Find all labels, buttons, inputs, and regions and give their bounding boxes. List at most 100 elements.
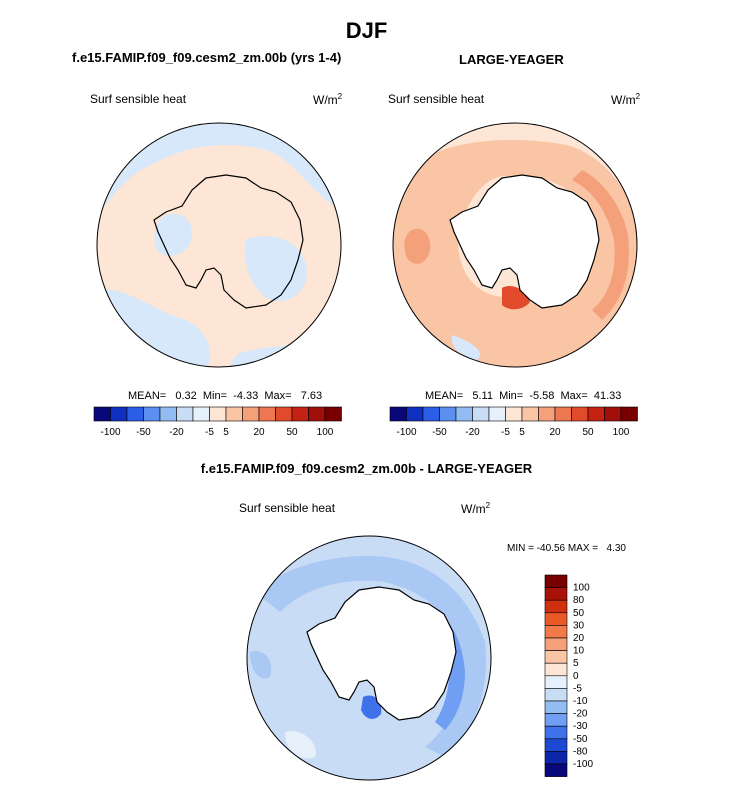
colorbar-swatch bbox=[571, 406, 589, 422]
colorbar-swatch bbox=[544, 751, 568, 765]
colorbar-tick-label: -5 bbox=[501, 427, 510, 438]
colorbar-swatch bbox=[554, 406, 572, 422]
panel-a-stats: MEAN= 0.32 Min= -4.33 Max= 7.63 bbox=[128, 390, 323, 402]
colorbar-swatch bbox=[110, 406, 128, 422]
colorbar-swatch bbox=[143, 406, 161, 422]
colorbar-swatch bbox=[521, 406, 539, 422]
panel-b-map-border bbox=[392, 122, 638, 368]
colorbar-swatch bbox=[291, 406, 309, 422]
colorbar-tick-label: -5 bbox=[205, 427, 214, 438]
colorbar-tick-label: -50 bbox=[432, 427, 447, 438]
colorbar-tick-label: -100 bbox=[396, 427, 416, 438]
colorbar-swatch bbox=[544, 688, 568, 702]
colorbar-swatch bbox=[544, 725, 568, 740]
colorbar-swatch bbox=[620, 406, 638, 422]
colorbar-swatch bbox=[505, 406, 523, 422]
panel-a-negative-region bbox=[245, 236, 307, 301]
panel-c-minmax: MIN = -40.56 MAX = 4.30 bbox=[507, 543, 626, 554]
panel-a-map-border bbox=[96, 122, 342, 368]
panel-c-units-exp: 2 bbox=[485, 501, 491, 510]
colorbar-swatch bbox=[544, 574, 568, 588]
panel-b-units-exp: 2 bbox=[635, 92, 641, 101]
colorbar-swatch bbox=[439, 406, 457, 422]
colorbar-tick-label: 100 bbox=[613, 427, 630, 438]
colorbar-swatch bbox=[324, 406, 342, 422]
colorbar-swatch bbox=[93, 406, 111, 422]
panel-c-units-base: W/m bbox=[461, 502, 486, 516]
colorbar-swatch bbox=[544, 675, 568, 689]
colorbar-swatch bbox=[544, 763, 568, 777]
panel-a-base-field bbox=[97, 123, 341, 367]
colorbar-tick-label: 100 bbox=[573, 583, 590, 594]
colorbar-swatch bbox=[389, 406, 407, 422]
panel-c-map-border bbox=[246, 535, 492, 781]
colorbar-swatch bbox=[544, 738, 568, 752]
colorbar-tick-label: 5 bbox=[519, 427, 525, 438]
colorbar-swatch bbox=[308, 406, 326, 422]
panel-c-units-label: W/m2 bbox=[461, 501, 490, 516]
colorbar-swatch bbox=[544, 625, 568, 639]
colorbar-swatch bbox=[544, 599, 568, 614]
panel-b-stats: MEAN= 5.11 Min= -5.58 Max= 41.33 bbox=[425, 390, 622, 402]
panel-b-units-base: W/m bbox=[611, 93, 636, 107]
colorbar-tick-label: -20 bbox=[169, 427, 184, 438]
colorbar-swatch bbox=[192, 406, 210, 422]
panel-b-strong-positive bbox=[404, 228, 431, 264]
colorbar-swatch bbox=[406, 406, 424, 422]
colorbar-swatch bbox=[587, 406, 605, 422]
panel-a-case-title: f.e15.FAMIP.f09_f09.cesm2_zm.00b (yrs 1-… bbox=[72, 50, 342, 65]
colorbar-swatch bbox=[455, 406, 473, 422]
colorbar-swatch bbox=[422, 406, 440, 422]
colorbar-tick-label: 5 bbox=[573, 658, 579, 669]
colorbar-tick-label: 80 bbox=[573, 595, 585, 606]
panel-c-map bbox=[246, 535, 492, 781]
colorbar-swatch bbox=[544, 700, 568, 714]
colorbar-tick-label: 20 bbox=[573, 633, 585, 644]
panel-b-variable-label: Surf sensible heat bbox=[388, 92, 485, 106]
panel-a-units-exp: 2 bbox=[337, 92, 343, 101]
colorbar-tick-label: 100 bbox=[317, 427, 334, 438]
colorbar-tick-label: 30 bbox=[573, 620, 585, 631]
panel-c-antarctica bbox=[306, 586, 457, 721]
panel-b-strong-positive bbox=[572, 170, 629, 320]
colorbar-tick-label: 50 bbox=[286, 427, 298, 438]
colorbar-swatch bbox=[544, 662, 568, 677]
colorbar-tick-label: -50 bbox=[573, 734, 588, 745]
panel-b-positive-ring bbox=[393, 140, 637, 367]
panel-c-peak-negative bbox=[361, 695, 382, 719]
colorbar-tick-label: 5 bbox=[223, 427, 229, 438]
colorbar-tick-label: -80 bbox=[573, 746, 588, 757]
colorbar-tick-label: -50 bbox=[136, 427, 151, 438]
figure-title: DJF bbox=[345, 18, 388, 43]
panel-a-antarctica-outline bbox=[153, 174, 304, 309]
colorbar-tick-label: 50 bbox=[573, 608, 585, 619]
panel-c-negative-region bbox=[250, 651, 272, 679]
colorbar-swatch bbox=[544, 587, 568, 601]
colorbar-swatch bbox=[472, 406, 490, 422]
panel-b-units-label: W/m2 bbox=[611, 92, 640, 107]
panel-c-variable-label: Surf sensible heat bbox=[239, 501, 336, 515]
colorbar-swatch bbox=[488, 406, 506, 422]
colorbar-tick-label: -100 bbox=[573, 759, 593, 770]
colorbar-tick-label: -100 bbox=[100, 427, 120, 438]
panel-a-variable-label: Surf sensible heat bbox=[90, 92, 187, 106]
colorbar-swatch bbox=[176, 406, 194, 422]
panel-a-map bbox=[96, 122, 342, 368]
panel-a-colorbar: -100 -50 -20 -5 5 20 50 100 bbox=[93, 406, 342, 438]
colorbar-swatch bbox=[544, 713, 568, 727]
colorbar-swatch bbox=[258, 406, 276, 422]
panel-c-case-title: f.e15.FAMIP.f09_f09.cesm2_zm.00b - LARGE… bbox=[200, 461, 533, 476]
colorbar-swatch bbox=[538, 406, 556, 422]
colorbar-swatch bbox=[209, 406, 227, 422]
colorbar-tick-label: -20 bbox=[573, 709, 588, 720]
panel-b-negative-region bbox=[451, 335, 481, 360]
colorbar-swatch bbox=[275, 406, 293, 422]
panel-b-antarctica bbox=[449, 174, 600, 309]
panel-a-negative-region bbox=[97, 123, 341, 215]
colorbar-swatch bbox=[544, 650, 568, 664]
panel-a-units-base: W/m bbox=[313, 93, 338, 107]
panel-c-strong-negative bbox=[430, 612, 465, 730]
colorbar-tick-label: 50 bbox=[582, 427, 594, 438]
colorbar-tick-label: 20 bbox=[549, 427, 561, 438]
colorbar-tick-label: 20 bbox=[253, 427, 265, 438]
